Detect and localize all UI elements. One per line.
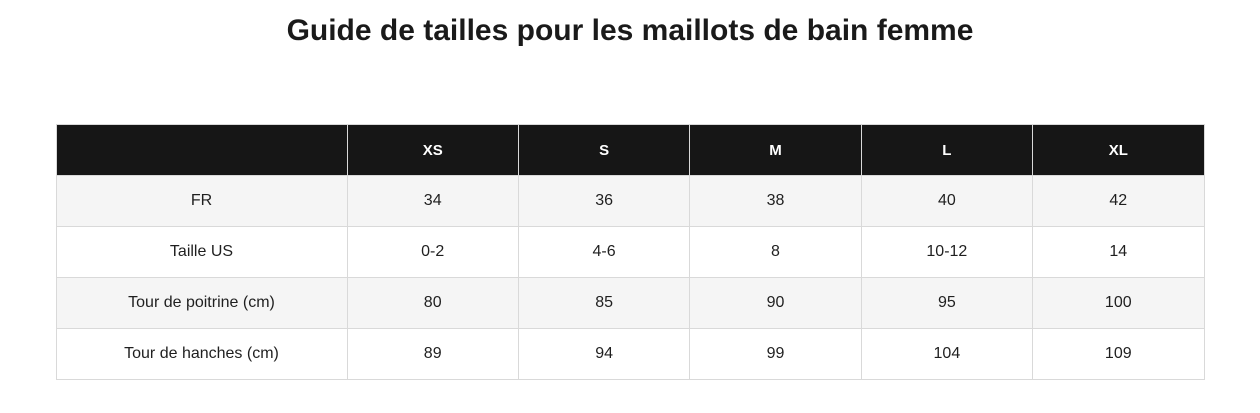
table-cell: 94 xyxy=(517,328,691,380)
table-row-taille-us: Taille US 0-2 4-6 8 10-12 14 xyxy=(55,226,1205,278)
header-cell-xs: XS xyxy=(346,124,519,176)
table-cell: 90 xyxy=(689,277,862,329)
row-label-tour-de-poitrine: Tour de poitrine (cm) xyxy=(55,277,348,329)
table-cell: 109 xyxy=(1032,328,1205,380)
table-cell: 38 xyxy=(689,175,862,227)
table-cell: 8 xyxy=(689,226,862,278)
table-row-fr: FR 34 36 38 40 42 xyxy=(55,175,1205,227)
row-label-tour-de-hanches: Tour de hanches (cm) xyxy=(55,328,348,380)
table-cell: 104 xyxy=(860,328,1034,380)
row-label-fr: FR xyxy=(55,175,348,227)
header-cell-empty xyxy=(55,124,348,176)
table-cell: 42 xyxy=(1032,175,1205,227)
table-cell: 85 xyxy=(517,277,691,329)
table-cell: 4-6 xyxy=(517,226,691,278)
page-title: Guide de tailles pour les maillots de ba… xyxy=(286,14,974,47)
table-cell: 100 xyxy=(1032,277,1205,329)
header-cell-m: M xyxy=(689,124,862,176)
table-cell: 89 xyxy=(346,328,519,380)
row-label-taille-us: Taille US xyxy=(55,226,348,278)
size-guide-table: XS S M L XL FR 34 36 38 40 42 Taille US … xyxy=(55,124,1205,380)
header-cell-l: L xyxy=(860,124,1034,176)
size-guide-page: Guide de tailles pour les maillots de ba… xyxy=(0,14,1260,413)
table-cell: 99 xyxy=(689,328,862,380)
table-cell: 80 xyxy=(346,277,519,329)
table-cell: 95 xyxy=(860,277,1034,329)
table-cell: 40 xyxy=(860,175,1034,227)
table-cell: 14 xyxy=(1032,226,1205,278)
table-cell: 0-2 xyxy=(346,226,519,278)
table-cell: 10-12 xyxy=(860,226,1034,278)
header-cell-xl: XL xyxy=(1032,124,1205,176)
table-cell: 36 xyxy=(517,175,691,227)
table-cell: 34 xyxy=(346,175,519,227)
table-row-tour-de-hanches: Tour de hanches (cm) 89 94 99 104 109 xyxy=(55,328,1205,380)
header-cell-s: S xyxy=(517,124,691,176)
table-header-row: XS S M L XL xyxy=(55,124,1205,176)
table-row-tour-de-poitrine: Tour de poitrine (cm) 80 85 90 95 100 xyxy=(55,277,1205,329)
